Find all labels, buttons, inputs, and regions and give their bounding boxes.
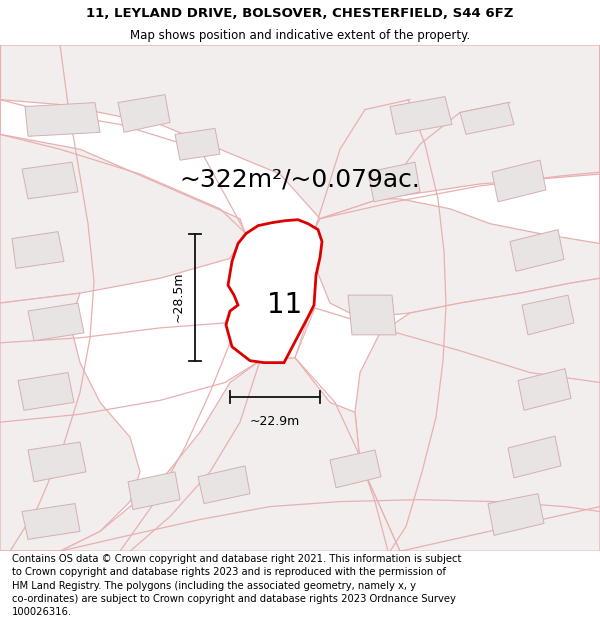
Text: ~28.5m: ~28.5m	[172, 272, 185, 322]
Polygon shape	[128, 472, 180, 509]
Text: Map shows position and indicative extent of the property.: Map shows position and indicative extent…	[130, 29, 470, 42]
Polygon shape	[22, 162, 78, 199]
Polygon shape	[25, 102, 100, 136]
Polygon shape	[508, 436, 561, 478]
Polygon shape	[12, 232, 64, 268]
Polygon shape	[355, 278, 600, 551]
Polygon shape	[348, 295, 396, 335]
Polygon shape	[226, 220, 322, 362]
Polygon shape	[175, 128, 220, 160]
Polygon shape	[510, 229, 564, 271]
Polygon shape	[315, 45, 600, 318]
Polygon shape	[0, 45, 600, 219]
Polygon shape	[0, 99, 245, 303]
Polygon shape	[22, 504, 80, 539]
Polygon shape	[492, 160, 546, 202]
Polygon shape	[390, 97, 452, 134]
Text: 11: 11	[268, 291, 302, 319]
Polygon shape	[28, 303, 84, 341]
Polygon shape	[198, 466, 250, 504]
Polygon shape	[488, 494, 544, 536]
Polygon shape	[522, 295, 574, 335]
Text: ~22.9m: ~22.9m	[250, 415, 300, 428]
Polygon shape	[0, 293, 140, 551]
Text: 11, LEYLAND DRIVE, BOLSOVER, CHESTERFIELD, S44 6FZ: 11, LEYLAND DRIVE, BOLSOVER, CHESTERFIEL…	[86, 7, 514, 20]
Polygon shape	[368, 162, 420, 202]
Polygon shape	[118, 94, 170, 132]
Polygon shape	[18, 372, 74, 410]
Text: ~322m²/~0.079ac.: ~322m²/~0.079ac.	[179, 167, 421, 191]
Text: Contains OS data © Crown copyright and database right 2021. This information is : Contains OS data © Crown copyright and d…	[12, 554, 461, 617]
Polygon shape	[0, 357, 600, 551]
Polygon shape	[330, 450, 381, 488]
Polygon shape	[460, 102, 514, 134]
Polygon shape	[28, 442, 86, 482]
Polygon shape	[518, 369, 571, 410]
Polygon shape	[260, 308, 315, 362]
